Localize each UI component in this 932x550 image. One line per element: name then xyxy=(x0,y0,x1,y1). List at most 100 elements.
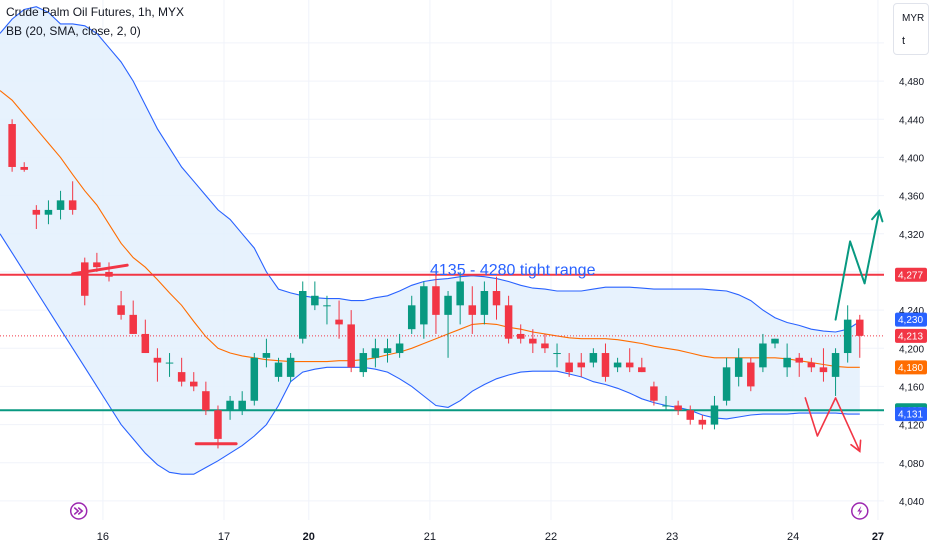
candle-body xyxy=(286,357,295,377)
candle-body xyxy=(747,362,755,387)
chevron-glyph xyxy=(73,507,84,515)
price-tag-label: 4,131 xyxy=(898,410,923,421)
candle-body xyxy=(650,386,658,401)
candle-body xyxy=(856,319,864,336)
candle-body xyxy=(189,381,198,387)
price-tag: 4,213 xyxy=(895,328,927,343)
x-tick-label: 16 xyxy=(97,531,109,543)
price-axis[interactable]: 4,0404,0804,1204,1604,2004,2404,2804,320… xyxy=(899,39,924,508)
projection-up xyxy=(834,209,881,321)
candle-body xyxy=(771,338,779,344)
candle-body xyxy=(613,362,622,368)
candle-body xyxy=(129,314,137,334)
time-axis[interactable]: 16 17 20 21 22 23 24 27 xyxy=(97,531,884,543)
candle-body xyxy=(177,372,186,382)
y-tick-label: 4,320 xyxy=(899,230,924,241)
projection-down xyxy=(804,397,861,453)
candle-body xyxy=(456,281,464,306)
candle-body xyxy=(298,291,307,339)
x-tick-label: 17 xyxy=(218,531,230,543)
y-tick-label: 4,480 xyxy=(899,77,924,88)
price-tag-bg xyxy=(895,312,927,327)
price-tag: 4,277 xyxy=(895,267,927,282)
candle-body xyxy=(395,343,404,354)
candle-body xyxy=(347,324,355,368)
candle-body xyxy=(819,367,828,373)
candle-body xyxy=(32,209,41,215)
chart-title: Crude Palm Oil Futures, 1h, MYX xyxy=(6,5,185,19)
candle-body xyxy=(250,357,259,401)
drawings xyxy=(71,208,884,453)
lightning-event-icon xyxy=(851,502,869,520)
candle-body xyxy=(516,333,525,339)
candle-body xyxy=(420,286,428,325)
dividend-event-icon xyxy=(69,502,88,520)
candle-body xyxy=(662,405,670,407)
candle-body xyxy=(638,367,646,373)
candle-body xyxy=(262,353,271,358)
price-tag-bg xyxy=(895,407,927,422)
candle-body xyxy=(105,271,113,277)
candle-body xyxy=(44,209,53,215)
candle-body xyxy=(383,348,392,354)
resistance-mark xyxy=(71,263,129,276)
candle-body xyxy=(141,333,150,354)
price-tag-label: 4,230 xyxy=(898,315,923,326)
price-tag-label: 4,180 xyxy=(898,363,923,374)
candle-body xyxy=(359,353,368,373)
candle-body xyxy=(117,305,125,315)
candle-body xyxy=(783,357,791,368)
candle-body xyxy=(674,405,682,411)
candle-body xyxy=(8,124,16,167)
range-annotation: 4135 - 4280 tight range xyxy=(430,262,596,279)
price-tag: 4,180 xyxy=(895,360,927,375)
projection-down-arrowhead xyxy=(850,439,862,453)
candle-body xyxy=(589,353,598,363)
candle-body xyxy=(407,305,416,330)
y-tick-label: 4,400 xyxy=(899,153,924,164)
candle-body xyxy=(444,295,452,315)
price-tag: 4,131 xyxy=(895,407,927,422)
candle-body xyxy=(93,262,101,268)
indicator-legend[interactable]: BB (20, SMA, close, 2, 0) xyxy=(6,24,141,38)
currency-toggle[interactable]: t xyxy=(902,35,906,47)
candle-body xyxy=(432,286,440,315)
y-tick-label: 4,120 xyxy=(899,421,924,432)
y-tick-label: 4,040 xyxy=(899,497,924,508)
candle-body xyxy=(165,362,174,364)
candle-body xyxy=(492,291,501,306)
candle-body xyxy=(831,353,840,377)
y-tick-label: 4,440 xyxy=(899,115,924,126)
x-tick-label: 23 xyxy=(666,531,678,543)
candle-body xyxy=(795,357,803,363)
y-tick-label: 4,360 xyxy=(899,192,924,203)
candle-body xyxy=(504,305,513,339)
candles xyxy=(8,119,864,449)
candle-body xyxy=(541,343,549,349)
currency-code[interactable]: MYR xyxy=(902,13,925,24)
x-tick-label: 24 xyxy=(787,531,799,543)
y-tick-label: 4,200 xyxy=(899,344,924,355)
candle-body xyxy=(202,391,210,411)
candle-body xyxy=(20,166,28,170)
candle-body xyxy=(553,353,561,355)
x-tick-label: 22 xyxy=(545,531,557,543)
candle-body xyxy=(335,319,343,325)
candle-body xyxy=(226,400,234,411)
candle-body xyxy=(68,200,77,210)
lightning-glyph xyxy=(857,506,863,516)
event-markers[interactable] xyxy=(69,502,869,520)
candle-body xyxy=(529,338,537,344)
candle-body xyxy=(371,348,380,358)
candle-body xyxy=(686,410,695,420)
x-tick-label: 27 xyxy=(872,531,884,543)
y-tick-label: 4,240 xyxy=(899,306,924,317)
candle-body xyxy=(238,400,246,411)
candle-body xyxy=(601,353,610,377)
currency-selector[interactable]: MYR t xyxy=(893,3,929,55)
band-fill xyxy=(0,6,860,475)
price-tag-bg xyxy=(895,360,927,375)
y-tick-label: 4,160 xyxy=(899,382,924,393)
